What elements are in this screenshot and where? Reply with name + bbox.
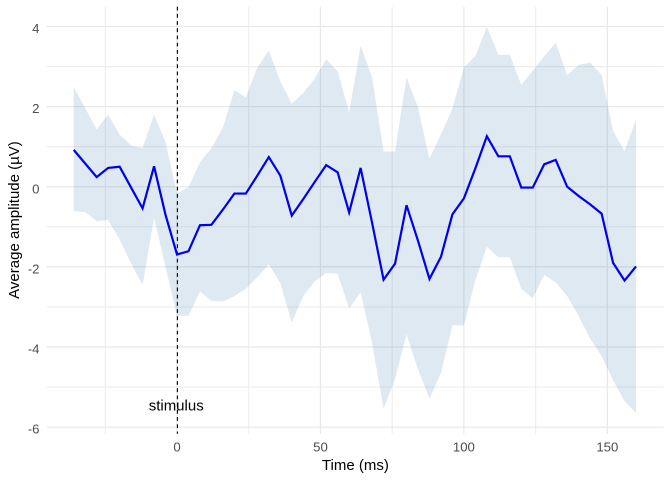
svg-text:-4: -4 xyxy=(28,342,40,357)
svg-text:0: 0 xyxy=(32,181,39,196)
svg-text:4: 4 xyxy=(32,21,39,36)
svg-text:0: 0 xyxy=(173,440,180,455)
svg-text:-6: -6 xyxy=(28,422,40,437)
svg-text:50: 50 xyxy=(313,440,328,455)
svg-text:Average amplitude (µV): Average amplitude (µV) xyxy=(6,141,23,299)
svg-text:Time (ms): Time (ms) xyxy=(322,457,389,474)
svg-text:-2: -2 xyxy=(28,261,40,276)
svg-text:100: 100 xyxy=(453,440,475,455)
svg-text:stimulus: stimulus xyxy=(149,398,204,415)
svg-text:150: 150 xyxy=(596,440,618,455)
svg-text:2: 2 xyxy=(32,101,39,116)
